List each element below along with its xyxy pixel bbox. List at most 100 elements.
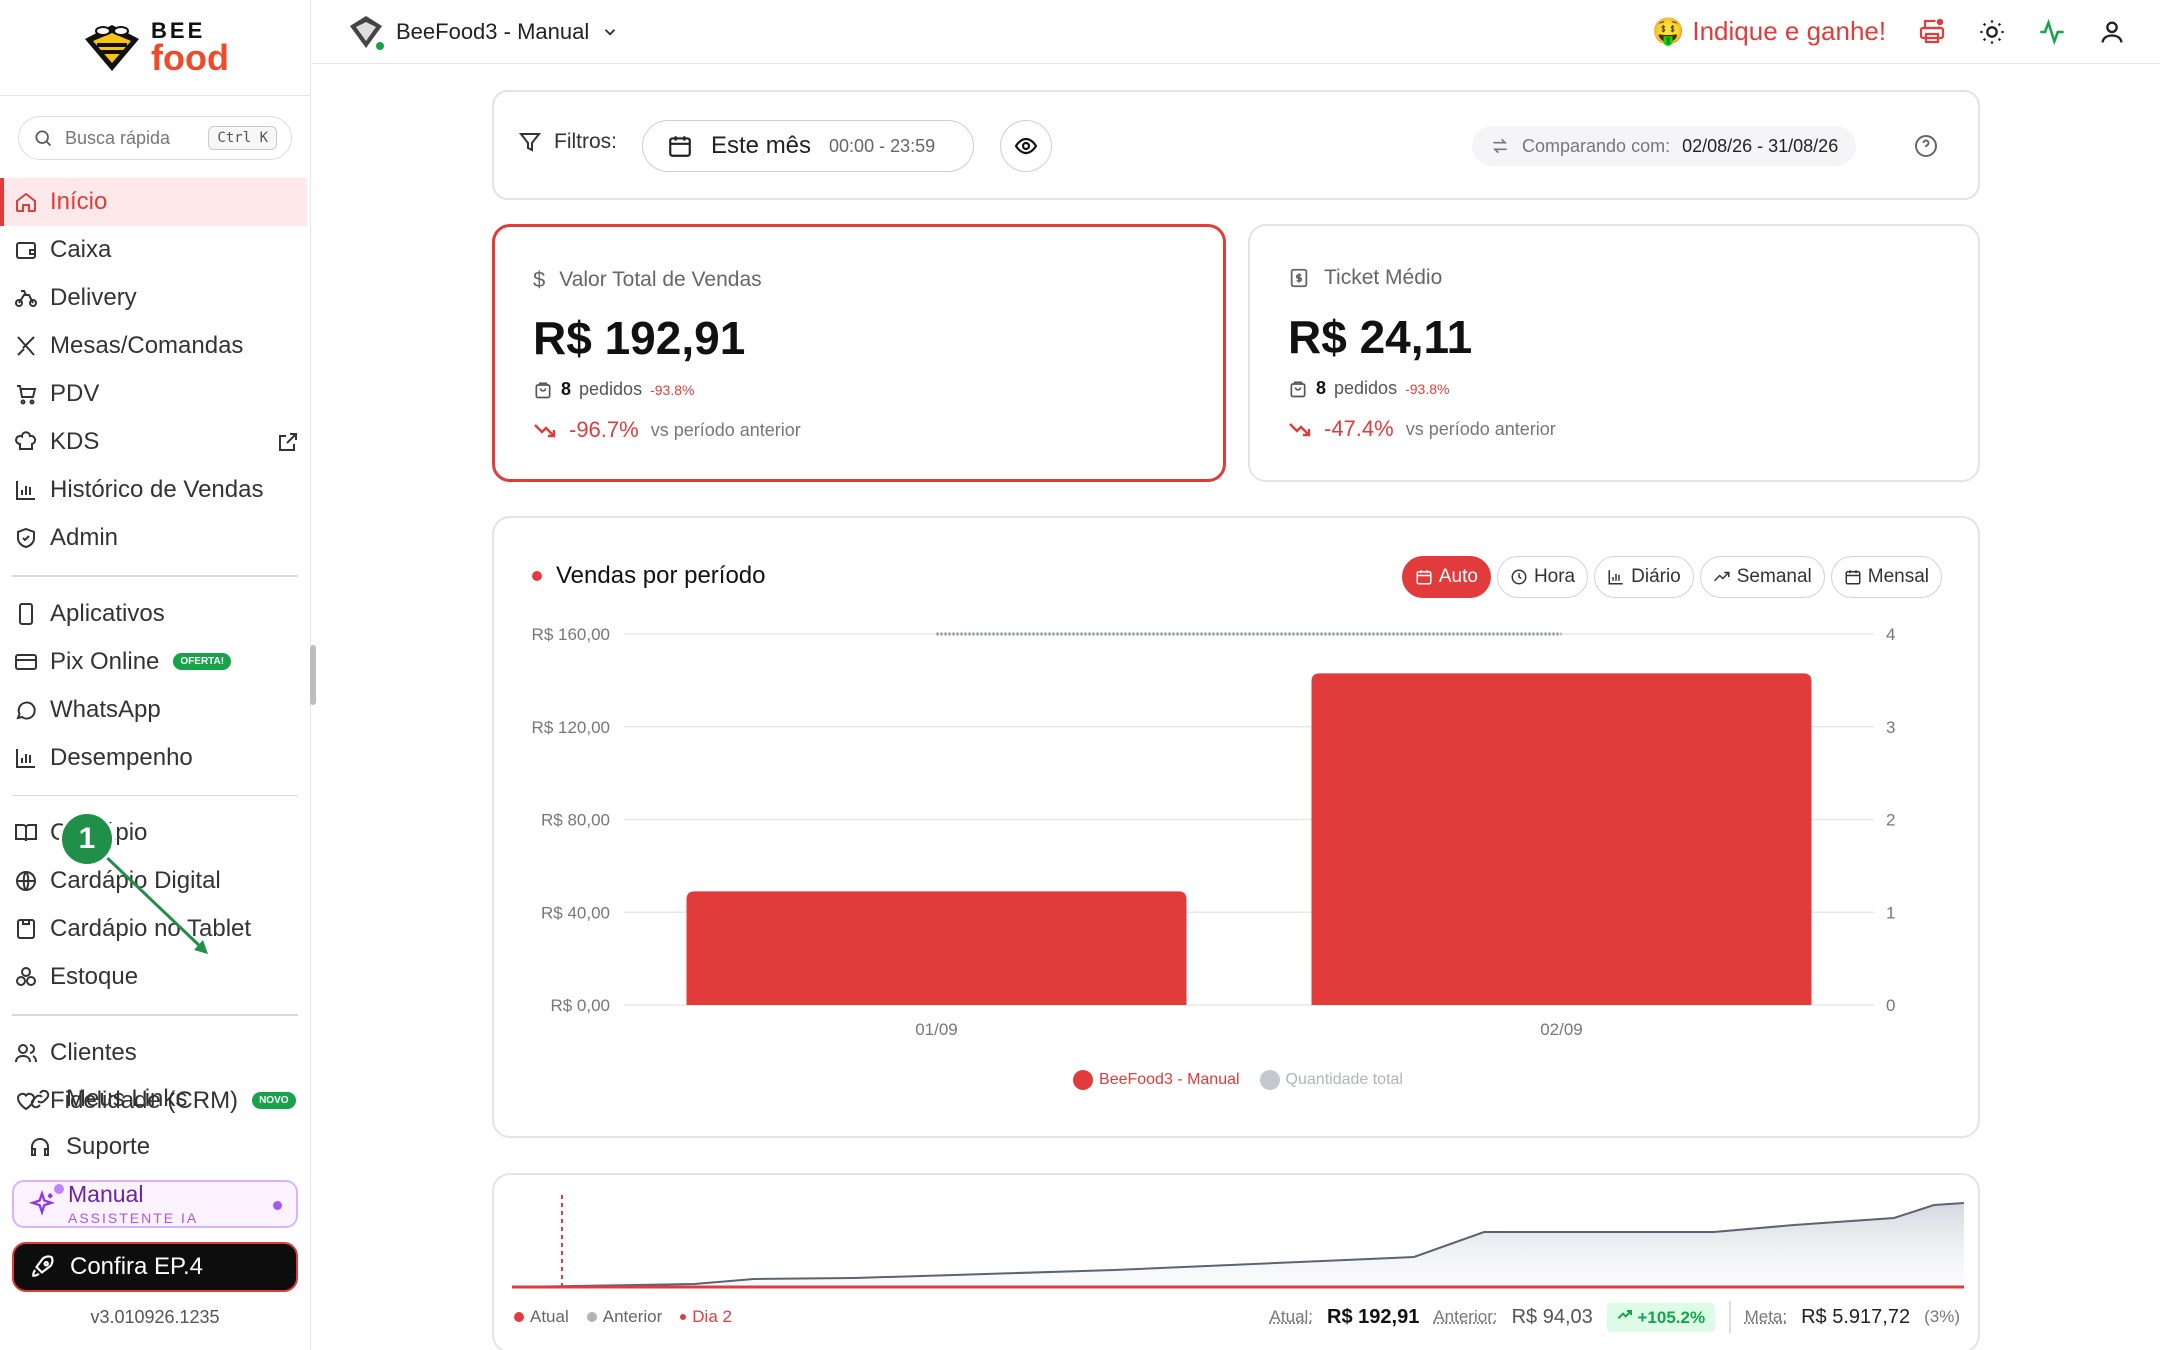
store-name: BeeFood3 - Manual — [396, 19, 589, 45]
legend-item-sales[interactable]: BeeFood3 - Manual — [1073, 1070, 1240, 1090]
mode-mensal-button[interactable]: Mensal — [1831, 556, 1942, 598]
y2-tick-label: 1 — [1886, 903, 1895, 922]
clock-icon — [1510, 568, 1528, 586]
bee-logo-icon — [81, 23, 143, 73]
help-icon[interactable] — [1914, 134, 1938, 158]
cumulative-sparkline — [494, 1175, 1980, 1295]
topbar: BeeFood3 - Manual 🤑 Indique e ganhe! — [312, 0, 2160, 64]
ai-assistant-button[interactable]: Manual ASSISTENTE IA — [12, 1180, 298, 1228]
sidebar-item-label: Clientes — [50, 1039, 137, 1067]
sidebar-item-meus-links[interactable]: Meus Links — [0, 1075, 310, 1123]
store-status-dot — [374, 40, 386, 52]
kpi-change-label: vs período anterior — [651, 420, 801, 441]
sidebar-item-cardapio[interactable]: Cardápio — [0, 809, 310, 857]
time-range: 00:00 - 23:59 — [829, 136, 935, 157]
y2-tick-label: 3 — [1886, 718, 1895, 737]
sidebar-item-inicio[interactable]: Início — [0, 178, 307, 226]
chart-title-dot — [532, 571, 542, 581]
sidebar-item-cardapio-tablet[interactable]: Cardápio no Tablet — [0, 905, 310, 953]
card-icon — [14, 650, 38, 674]
sidebar-item-aplicativos[interactable]: Aplicativos — [0, 590, 310, 638]
printer-icon[interactable] — [1918, 18, 1946, 46]
brand-logo[interactable]: BEE food — [0, 0, 310, 96]
y-tick-label: R$ 160,00 — [532, 625, 610, 644]
sidebar: BEE food Busca rápida Ctrl K Início Caix… — [0, 0, 311, 1350]
activity-icon[interactable] — [2038, 18, 2066, 46]
compare-range: 02/08/26 - 31/08/26 — [1682, 136, 1838, 157]
compare-period[interactable]: Comparando com: 02/08/26 - 31/08/26 — [1472, 126, 1856, 166]
sidebar-nav: Início Caixa Delivery Mesas/Comandas PDV… — [0, 178, 310, 1125]
sidebar-item-desempenho[interactable]: Desempenho — [0, 734, 310, 782]
chart-title-text: Vendas por período — [556, 562, 766, 590]
sidebar-item-kds[interactable]: KDS — [0, 418, 310, 466]
sidebar-item-mesas[interactable]: Mesas/Comandas — [0, 322, 310, 370]
sidebar-scrollbar[interactable] — [310, 645, 316, 705]
sidebar-item-clientes[interactable]: Clientes — [0, 1029, 310, 1077]
sidebar-item-admin[interactable]: Admin — [0, 514, 310, 562]
kpi-ticket-medio-card[interactable]: Ticket Médio R$ 24,11 8 pedidos -93.8% -… — [1248, 224, 1980, 482]
kpi-total-sales-card[interactable]: $ Valor Total de Vendas R$ 192,91 8 pedi… — [492, 224, 1226, 482]
period-selector[interactable]: Este mês 00:00 - 23:59 — [642, 120, 974, 172]
trending-up-icon — [1713, 568, 1731, 586]
sidebar-item-pix[interactable]: Pix Online OFERTA! — [0, 638, 310, 686]
store-selector[interactable]: BeeFood3 - Manual — [348, 14, 619, 50]
visibility-toggle[interactable] — [1000, 120, 1052, 172]
calendar-icon — [667, 133, 693, 159]
shield-icon — [14, 526, 38, 550]
external-link-icon[interactable] — [276, 430, 300, 454]
current-value: R$ 192,91 — [1327, 1306, 1419, 1329]
filters-text: Filtros: — [554, 130, 617, 154]
nav-divider — [12, 1014, 298, 1016]
legend-swatch — [680, 1314, 686, 1320]
chart-legend: BeeFood3 - Manual Quantidade total — [494, 1070, 1982, 1090]
mode-hora-button[interactable]: Hora — [1497, 556, 1588, 598]
legend-label: Atual — [530, 1307, 569, 1327]
kpi-value: R$ 24,11 — [1288, 310, 1472, 364]
sidebar-item-suporte[interactable]: Suporte — [0, 1123, 310, 1171]
mode-auto-button[interactable]: Auto — [1402, 556, 1491, 598]
sidebar-item-historico[interactable]: Histórico de Vendas — [0, 466, 310, 514]
sidebar-item-label: Início — [50, 188, 107, 216]
user-icon[interactable] — [2098, 18, 2126, 46]
episode-button[interactable]: Confira EP.4 — [12, 1242, 298, 1292]
rocket-icon — [30, 1254, 56, 1280]
sidebar-item-estoque[interactable]: Estoque — [0, 953, 310, 1001]
summary-card: Atual Anterior Dia 2 Atual: R$ 192,91 An… — [492, 1173, 1980, 1350]
chevron-down-icon — [601, 23, 619, 41]
sidebar-item-whatsapp[interactable]: WhatsApp — [0, 686, 310, 734]
store-logo-icon — [348, 14, 384, 50]
goal-value: R$ 5.917,72 — [1801, 1306, 1910, 1329]
app-version: v3.010926.1235 — [0, 1307, 310, 1328]
kpi-trend: -47.4% vs período anterior — [1288, 416, 1556, 442]
kpi-trend: -96.7% vs período anterior — [533, 417, 801, 443]
sparkles-icon — [28, 1190, 56, 1218]
kpi-label: Ticket Médio — [1288, 266, 1442, 290]
y2-tick-label: 4 — [1886, 625, 1895, 644]
mode-diario-button[interactable]: Diário — [1594, 556, 1694, 598]
orders-count: 8 — [1316, 378, 1326, 399]
legend-atual: Atual — [514, 1307, 569, 1327]
sidebar-item-label: PDV — [50, 380, 99, 408]
ai-notification-dot — [54, 1184, 64, 1194]
bar-chart-icon — [14, 478, 38, 502]
sidebar-item-cardapio-digital[interactable]: Cardápio Digital — [0, 857, 310, 905]
legend-swatch — [1073, 1070, 1093, 1090]
kpi-orders: 8 pedidos -93.8% — [533, 379, 694, 400]
sun-icon[interactable] — [1978, 18, 2006, 46]
bike-icon — [14, 286, 38, 310]
current-label: Atual: — [1270, 1307, 1313, 1327]
sidebar-item-pdv[interactable]: PDV — [0, 370, 310, 418]
globe-icon — [14, 869, 38, 893]
legend-item-quantity[interactable]: Quantidade total — [1260, 1070, 1403, 1090]
sidebar-item-delivery[interactable]: Delivery — [0, 274, 310, 322]
legend-anterior: Anterior — [587, 1307, 663, 1327]
mode-semanal-button[interactable]: Semanal — [1700, 556, 1825, 598]
sidebar-item-label: Admin — [50, 524, 118, 552]
referral-link[interactable]: 🤑 Indique e ganhe! — [1652, 16, 1886, 47]
quick-search[interactable]: Busca rápida Ctrl K — [18, 116, 292, 160]
eye-icon — [1014, 134, 1038, 158]
offer-badge: OFERTA! — [173, 653, 231, 670]
trending-down-icon — [533, 418, 557, 442]
sidebar-item-caixa[interactable]: Caixa — [0, 226, 310, 274]
bar-01-09 — [687, 891, 1187, 1005]
